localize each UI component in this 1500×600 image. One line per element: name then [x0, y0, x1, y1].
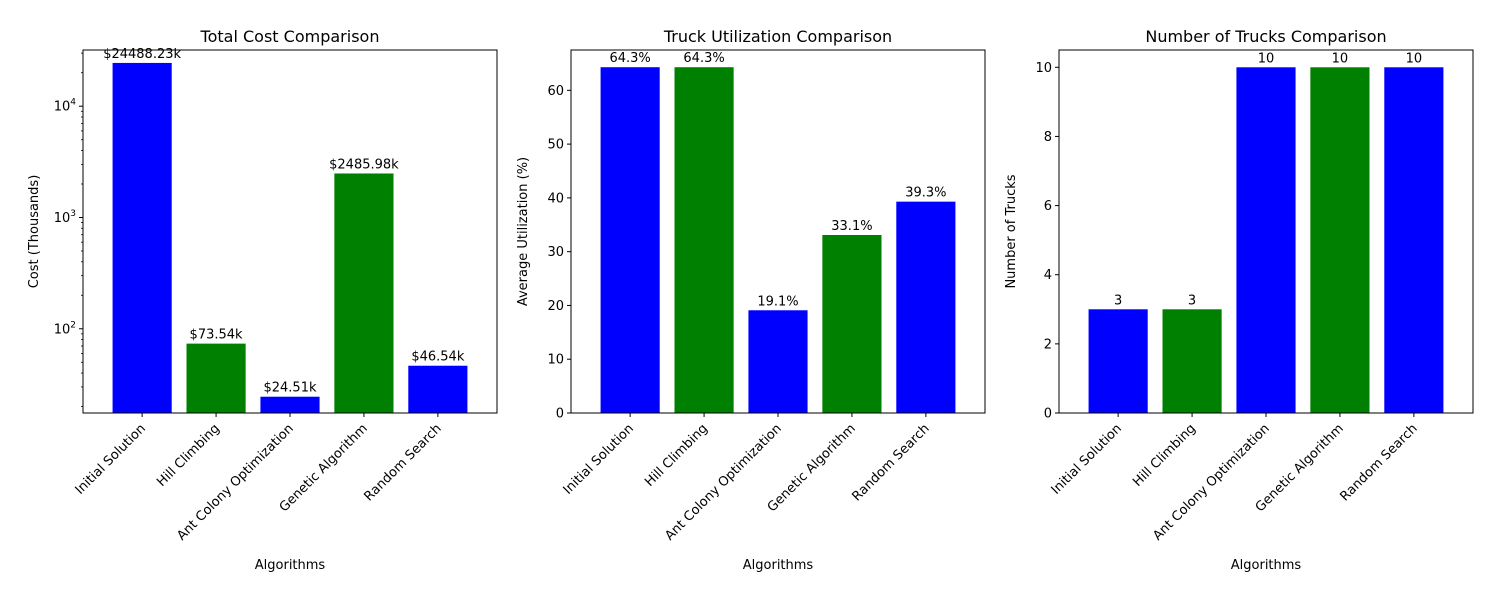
trucks-data-label-hill-climbing: 3	[1188, 293, 1196, 308]
trucks-ytick-label: 10	[1035, 61, 1052, 76]
utilization-ytick-label: 10	[547, 353, 564, 368]
utilization-chart-xlabel: Algorithms	[743, 558, 814, 573]
trucks-chart-title: Number of Trucks Comparison	[1145, 27, 1386, 46]
cost-ytick-label: 103	[54, 209, 76, 226]
utilization-data-label-ant-colony-optimization: 19.1%	[757, 294, 798, 309]
cost-data-label-random-search: $46.54k	[411, 350, 464, 365]
utilization-data-label-genetic-algorithm: 33.1%	[831, 219, 872, 234]
cost-chart-xlabel: Algorithms	[255, 558, 326, 573]
utilization-bar-ant-colony-optimization	[748, 310, 808, 413]
trucks-bar-random-search	[1384, 67, 1444, 413]
utilization-data-label-hill-climbing: 64.3%	[683, 51, 724, 66]
trucks-data-label-ant-colony-optimization: 10	[1258, 51, 1275, 66]
trucks-bar-ant-colony-optimization	[1236, 67, 1296, 413]
utilization-ytick-label: 40	[547, 191, 564, 206]
cost-bar-initial-solution	[112, 62, 172, 414]
trucks-chart-xlabel: Algorithms	[1231, 558, 1302, 573]
cost-chart-ylabel: Cost (Thousands)	[27, 175, 42, 289]
utilization-ytick-label: 0	[556, 407, 564, 422]
cost-data-label-genetic-algorithm: $2485.98k	[329, 157, 399, 172]
trucks-chart-ylabel: Number of Trucks	[1004, 174, 1019, 288]
cost-data-label-hill-climbing: $73.54k	[190, 328, 243, 343]
tick-base: 10	[54, 100, 71, 115]
utilization-ytick-label: 20	[547, 299, 564, 314]
utilization-bar-initial-solution	[600, 67, 660, 414]
cost-data-label-ant-colony-optimization: $24.51k	[263, 381, 316, 396]
tick-exponent: 4	[70, 98, 76, 108]
utilization-bar-hill-climbing	[674, 67, 734, 414]
utilization-ytick-label: 60	[547, 84, 564, 99]
trucks-ytick-label: 6	[1044, 199, 1052, 214]
utilization-bar-genetic-algorithm	[822, 235, 882, 413]
cost-bar-random-search	[408, 365, 468, 413]
trucks-data-label-genetic-algorithm: 10	[1332, 51, 1349, 66]
trucks-ytick-label: 8	[1044, 130, 1052, 145]
trucks-ytick-label: 2	[1044, 337, 1052, 352]
tick-base: 10	[54, 322, 71, 337]
trucks-data-label-initial-solution: 3	[1114, 293, 1122, 308]
utilization-bar-random-search	[896, 201, 956, 413]
cost-bar-genetic-algorithm	[334, 173, 394, 413]
trucks-data-label-random-search: 10	[1406, 51, 1423, 66]
trucks-ytick-label: 0	[1044, 407, 1052, 422]
tick-exponent: 3	[70, 209, 76, 219]
utilization-data-label-initial-solution: 64.3%	[609, 51, 650, 66]
utilization-data-label-random-search: 39.3%	[905, 186, 946, 201]
cost-data-label-initial-solution: $24488.23k	[103, 47, 181, 62]
tick-exponent: 2	[70, 320, 76, 330]
cost-ytick-label: 102	[54, 320, 76, 337]
cost-bar-hill-climbing	[186, 343, 246, 413]
utilization-ytick-label: 30	[547, 245, 564, 260]
trucks-bar-hill-climbing	[1162, 309, 1222, 413]
trucks-ytick-label: 4	[1044, 268, 1052, 283]
utilization-ytick-label: 50	[547, 138, 564, 153]
tick-base: 10	[54, 211, 71, 226]
trucks-bar-initial-solution	[1088, 309, 1148, 413]
cost-ytick-label: 104	[54, 98, 77, 115]
cost-chart-title: Total Cost Comparison	[200, 27, 380, 46]
utilization-chart-ylabel: Average Utilization (%)	[516, 157, 531, 306]
cost-bar-ant-colony-optimization	[260, 396, 320, 413]
utilization-chart-title: Truck Utilization Comparison	[663, 27, 892, 46]
trucks-bar-genetic-algorithm	[1310, 67, 1370, 413]
